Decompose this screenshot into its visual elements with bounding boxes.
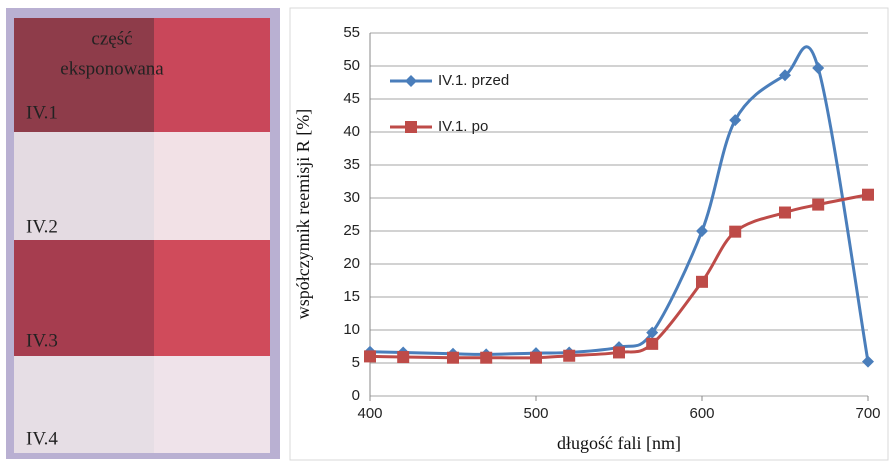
marker [646,337,659,350]
x-tick-label: 600 [689,405,714,422]
marker [646,326,659,339]
marker [364,350,376,363]
y-tick-label: 45 [343,90,360,107]
marker [696,225,708,237]
marker [779,206,791,219]
caption: eksponowana [60,58,164,79]
marker [862,188,874,201]
legend-label: IV.1. przed [438,72,509,89]
x-tick-label: 500 [523,405,548,422]
y-tick-label: 25 [343,222,360,239]
marker [405,121,417,133]
y-tick-label: 30 [343,189,360,206]
y-tick-label: 5 [352,354,360,371]
y-tick-label: 10 [343,321,360,338]
marker [530,351,542,364]
swatch [14,132,154,240]
caption: część [91,28,132,49]
swatch [154,132,270,240]
marker [862,355,874,368]
legend-label: IV.1. po [438,118,488,135]
marker [563,349,576,362]
y-tick-label: 55 [343,24,360,41]
x-tick-label: 700 [855,405,880,422]
swatch [154,18,270,132]
marker [812,198,825,211]
marker [405,75,417,87]
marker [696,275,708,288]
chart: długość fali [nm] współczynnik reemisji … [293,24,880,453]
y-tick-label: 40 [343,123,360,140]
chart-border [289,7,889,461]
sample-label: IV.4 [26,428,58,449]
series-line [369,45,870,362]
marker [397,351,410,364]
series-line [369,193,869,360]
y-tick-label: 50 [343,57,360,74]
y-tick-label: 20 [343,255,360,272]
swatch [154,240,270,356]
swatch [14,356,154,453]
marker [729,225,742,238]
marker [480,351,493,364]
photo: część eksponowana IV.1 IV.2 IV.3 IV.4 [6,8,280,459]
x-axis-label: długość fali [nm] [557,433,681,453]
swatch [154,356,270,453]
swatch [14,18,154,132]
marker [613,346,625,359]
marker [729,114,742,127]
marker [447,351,459,364]
y-axis-label: współczynnik reemisji R [%] [293,109,313,319]
x-tick-label: 400 [357,405,382,422]
y-tick-label: 35 [343,156,360,173]
marker [779,69,791,82]
sample-label: IV.3 [26,330,58,351]
y-tick-label: 0 [352,387,360,404]
swatch [14,240,154,356]
y-tick-label: 15 [343,288,360,305]
marker [812,61,825,74]
sample-label: IV.1 [26,102,58,123]
sample-label: IV.2 [26,216,58,237]
